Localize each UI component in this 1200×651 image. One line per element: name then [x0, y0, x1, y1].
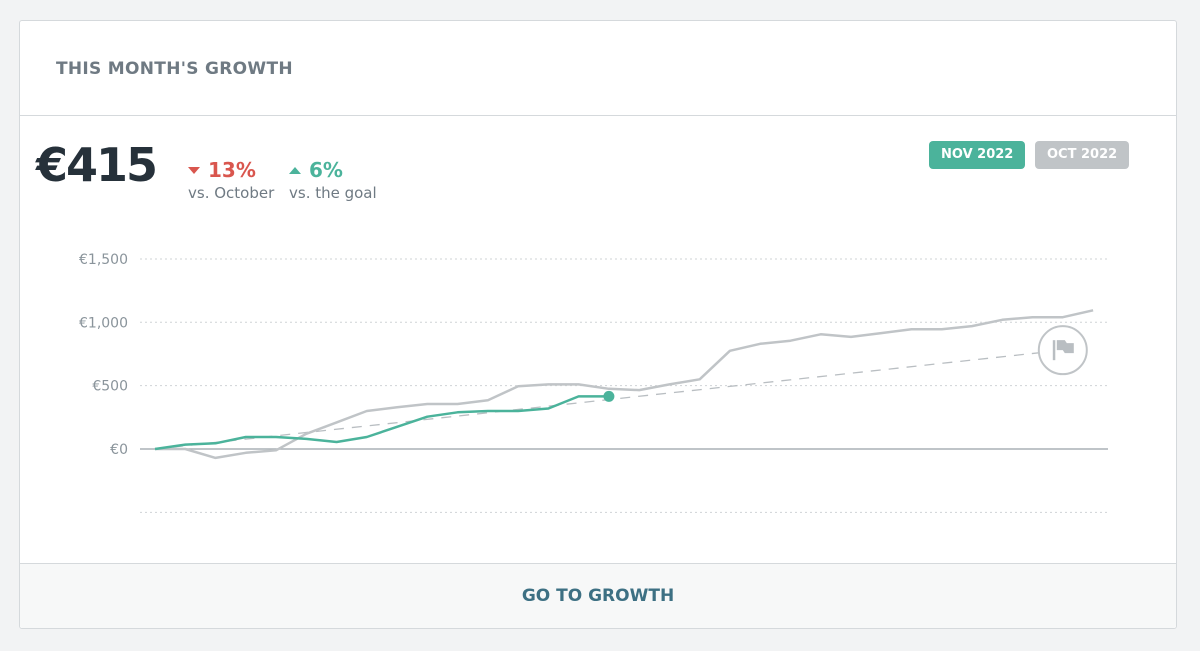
delta-vs-goal: 6% vs. the goal [289, 158, 377, 202]
card-header: THIS MONTH'S GROWTH [20, 21, 1176, 116]
y-tick-label: €1,000 [79, 315, 128, 331]
period-oct-2022-button[interactable]: OCT 2022 [1035, 141, 1130, 169]
period-nov-2022-button[interactable]: NOV 2022 [929, 141, 1026, 169]
series-line-oct-2022 [155, 309, 1094, 460]
delta-vs-october: 13% vs. October [188, 158, 274, 202]
card-title: THIS MONTH'S GROWTH [56, 59, 293, 79]
y-tick-label: €500 [92, 379, 128, 395]
delta-value: 6% [309, 158, 343, 182]
flag-icon [1056, 340, 1074, 354]
y-tick-label: €0 [110, 442, 128, 458]
series-line-nov-2022 [154, 395, 609, 451]
delta-label: vs. October [188, 184, 275, 202]
y-tick-label: €1,500 [79, 252, 128, 268]
delta-label: vs. the goal [289, 184, 377, 202]
growth-amount: €415 [36, 138, 158, 192]
current-value-dot [603, 390, 615, 402]
flag-icon [1052, 340, 1056, 361]
arrow-up-icon [289, 166, 301, 174]
arrow-down-icon [188, 166, 200, 174]
delta-value: 13% [208, 158, 256, 182]
go-to-growth-link[interactable]: GO TO GROWTH [20, 563, 1176, 628]
